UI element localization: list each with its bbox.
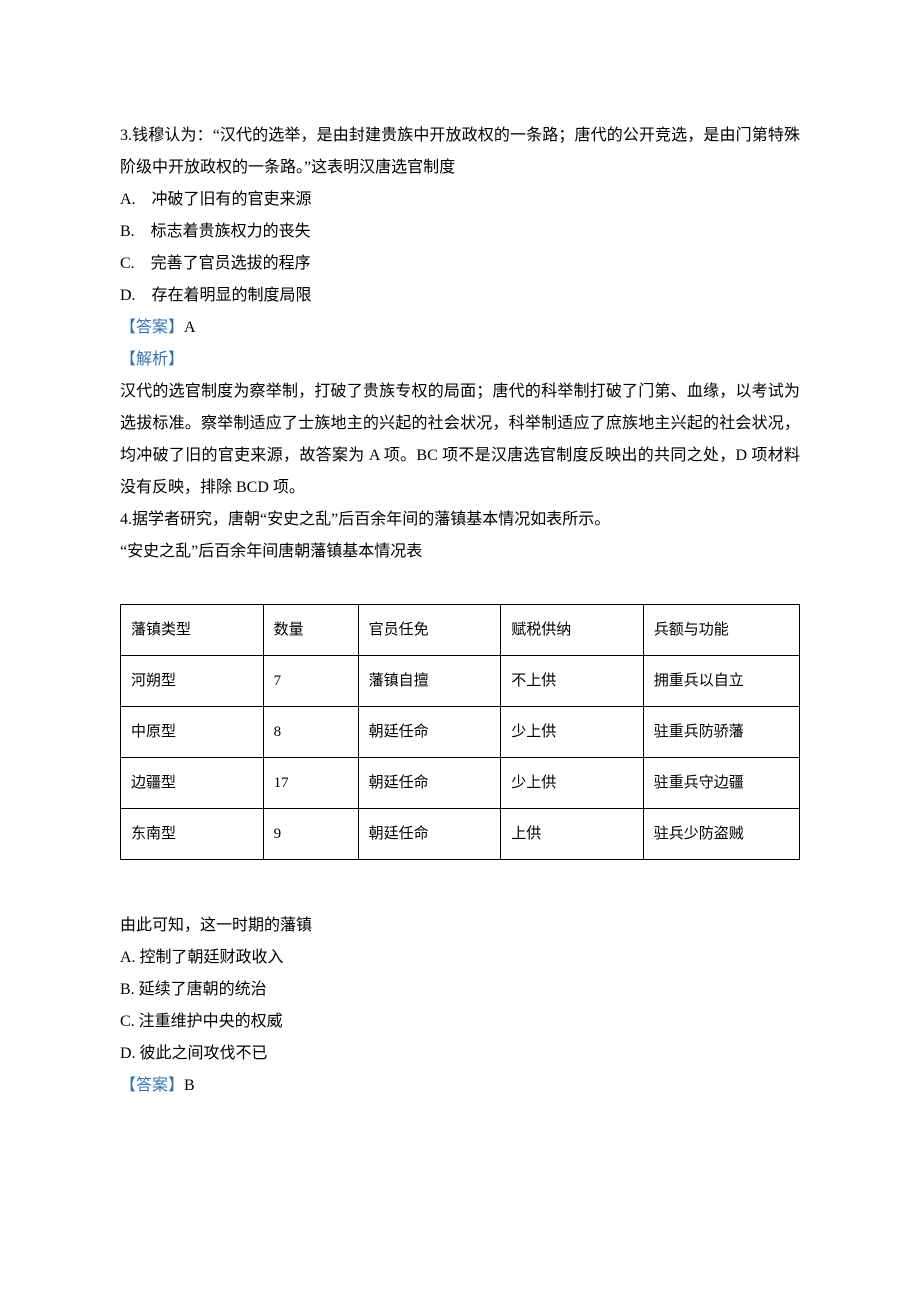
cell: 东南型 — [121, 809, 264, 860]
th-army: 兵额与功能 — [643, 605, 799, 656]
q4-leadout: 由此可知，这一时期的藩镇 — [120, 910, 800, 942]
cell: 驻重兵守边疆 — [643, 758, 799, 809]
q4-option-a: A. 控制了朝廷财政收入 — [120, 942, 800, 974]
table-row: 东南型 9 朝廷任命 上供 驻兵少防盗贼 — [121, 809, 800, 860]
cell: 少上供 — [501, 758, 644, 809]
q4-answer-label: 【答案】 — [120, 1077, 184, 1094]
cell: 7 — [263, 656, 358, 707]
q4-stem: 4.据学者研究，唐朝“安史之乱”后百余年间的藩镇基本情况如表所示。 — [120, 504, 800, 536]
table-row: 中原型 8 朝廷任命 少上供 驻重兵防骄藩 — [121, 707, 800, 758]
th-type: 藩镇类型 — [121, 605, 264, 656]
cell: 上供 — [501, 809, 644, 860]
q4-table: 藩镇类型 数量 官员任免 赋税供纳 兵额与功能 河朔型 7 藩镇自擅 不上供 拥… — [120, 604, 800, 860]
cell: 藩镇自擅 — [358, 656, 501, 707]
page-content: 3.钱穆认为：“汉代的选举，是由封建贵族中开放政权的一条路；唐代的公开竞选，是由… — [0, 0, 920, 1162]
th-count: 数量 — [263, 605, 358, 656]
q3-option-d: D. 存在着明显的制度局限 — [120, 280, 800, 312]
table-header-row: 藩镇类型 数量 官员任免 赋税供纳 兵额与功能 — [121, 605, 800, 656]
th-tax: 赋税供纳 — [501, 605, 644, 656]
th-appoint: 官员任免 — [358, 605, 501, 656]
q4-table-title: “安史之乱”后百余年间唐朝藩镇基本情况表 — [120, 536, 800, 568]
cell: 9 — [263, 809, 358, 860]
cell: 边疆型 — [121, 758, 264, 809]
q3-answer-label: 【答案】 — [120, 319, 184, 336]
q3-analysis-text: 汉代的选官制度为察举制，打破了贵族专权的局面；唐代的科举制打破了门第、血缘，以考… — [120, 376, 800, 504]
cell: 8 — [263, 707, 358, 758]
q4-option-c: C. 注重维护中央的权威 — [120, 1006, 800, 1038]
cell: 朝廷任命 — [358, 758, 501, 809]
q4-answer-value: B — [184, 1077, 195, 1094]
table-row: 边疆型 17 朝廷任命 少上供 驻重兵守边疆 — [121, 758, 800, 809]
cell: 朝廷任命 — [358, 809, 501, 860]
q4-option-d: D. 彼此之间攻伐不已 — [120, 1038, 800, 1070]
q3-analysis-label-line: 【解析】 — [120, 344, 800, 376]
q3-answer-value: A — [184, 319, 196, 336]
cell: 驻兵少防盗贼 — [643, 809, 799, 860]
q4-answer-line: 【答案】B — [120, 1070, 800, 1102]
cell: 17 — [263, 758, 358, 809]
cell: 朝廷任命 — [358, 707, 501, 758]
q3-option-b: B. 标志着贵族权力的丧失 — [120, 216, 800, 248]
spacer — [120, 568, 800, 586]
cell: 中原型 — [121, 707, 264, 758]
q3-analysis-label: 【解析】 — [120, 351, 184, 368]
q3-option-c: C. 完善了官员选拔的程序 — [120, 248, 800, 280]
cell: 拥重兵以自立 — [643, 656, 799, 707]
q4-option-b: B. 延续了唐朝的统治 — [120, 974, 800, 1006]
spacer — [120, 892, 800, 910]
q3-option-a: A. 冲破了旧有的官吏来源 — [120, 184, 800, 216]
q3-answer-line: 【答案】A — [120, 312, 800, 344]
cell: 河朔型 — [121, 656, 264, 707]
cell: 不上供 — [501, 656, 644, 707]
table-row: 河朔型 7 藩镇自擅 不上供 拥重兵以自立 — [121, 656, 800, 707]
cell: 驻重兵防骄藩 — [643, 707, 799, 758]
cell: 少上供 — [501, 707, 644, 758]
q3-stem: 3.钱穆认为：“汉代的选举，是由封建贵族中开放政权的一条路；唐代的公开竞选，是由… — [120, 120, 800, 184]
